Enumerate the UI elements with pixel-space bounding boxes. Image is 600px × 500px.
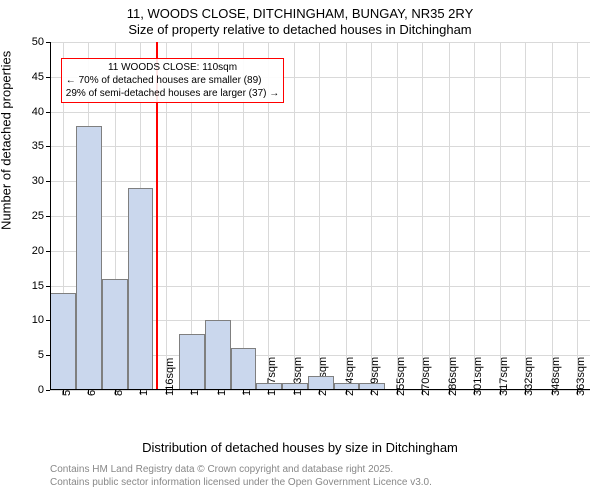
ytick-label: 25 [32,210,44,222]
chart-container: 11, WOODS CLOSE, DITCHINGHAM, BUNGAY, NR… [0,0,600,500]
ytick-label: 15 [32,280,44,292]
footer-attribution: Contains HM Land Registry data © Crown c… [50,463,432,489]
ytick-label: 35 [32,140,44,152]
plot-area: 0510152025303540455054sqm69sqm85sqm100sq… [50,42,590,390]
x-axis-label: Distribution of detached houses by size … [0,440,600,455]
footer-line2: Contains public sector information licen… [50,476,432,489]
plot-border [50,42,590,390]
ytick-label: 10 [32,314,44,326]
ytick-label: 50 [32,36,44,48]
footer-line1: Contains HM Land Registry data © Crown c… [50,463,432,476]
ytick-mark [46,390,50,391]
ytick-label: 5 [38,349,44,361]
ytick-label: 45 [32,71,44,83]
ytick-label: 0 [38,384,44,396]
ytick-label: 40 [32,106,44,118]
title-line2: Size of property relative to detached ho… [0,22,600,37]
ytick-label: 30 [32,175,44,187]
title-line1: 11, WOODS CLOSE, DITCHINGHAM, BUNGAY, NR… [0,6,600,21]
y-axis-label: Number of detached properties [0,51,14,230]
ytick-label: 20 [32,245,44,257]
